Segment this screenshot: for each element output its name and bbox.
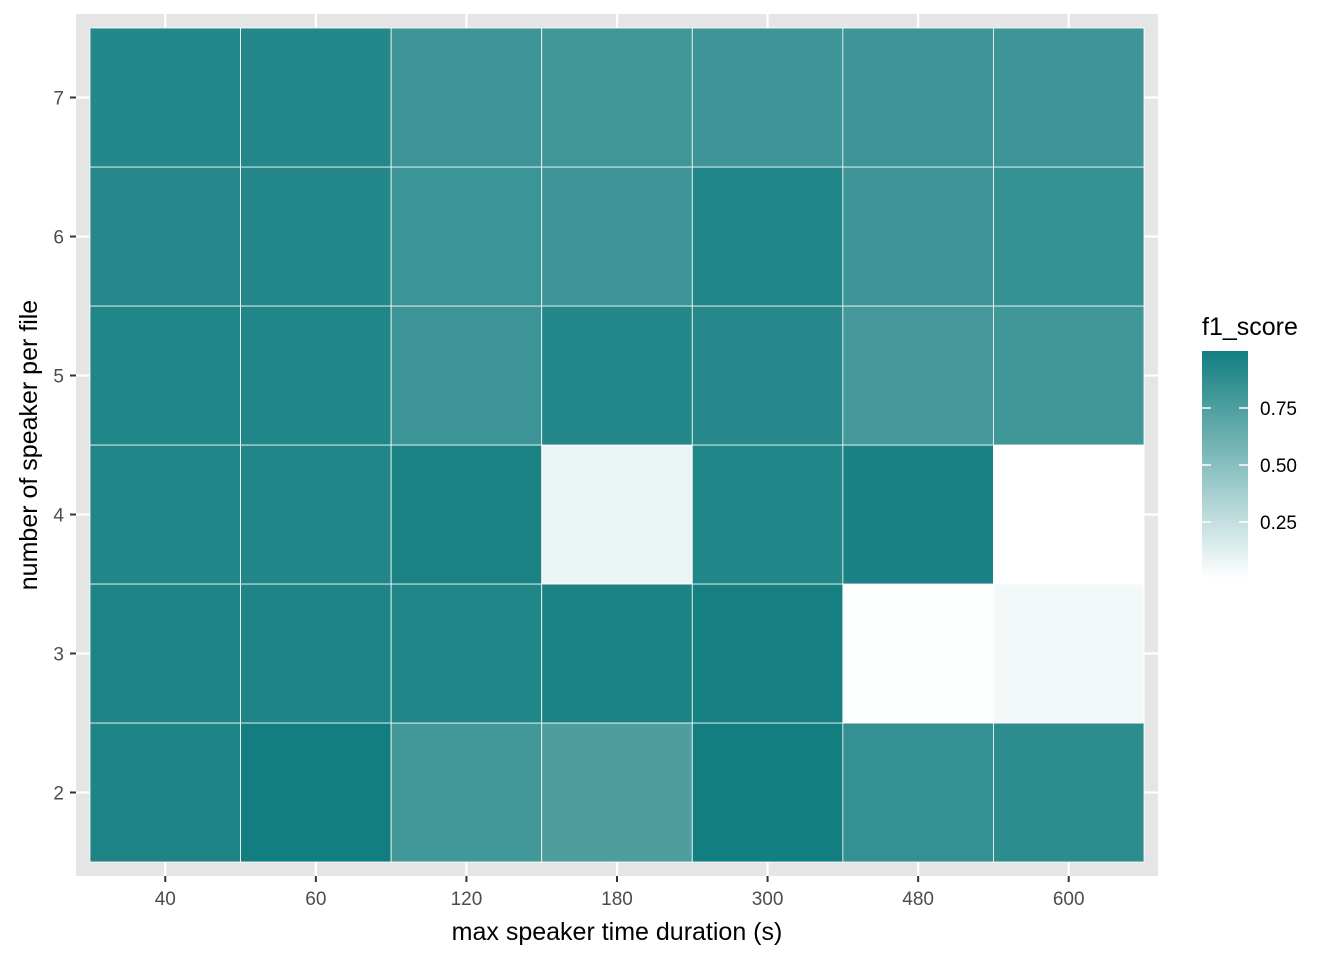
tile-x180-y2 (541, 722, 693, 863)
y-axis-ticks: 2 3 4 5 6 7 (53, 89, 76, 805)
tile-x40-y2 (89, 722, 241, 863)
legend-break-label-0: 0.25 (1260, 513, 1297, 534)
x-tick-label-40: 40 (155, 889, 176, 910)
tile-x600-y3 (993, 583, 1145, 724)
tile-x120-y5 (390, 305, 543, 446)
legend-title: f1_score (1202, 313, 1298, 341)
tile-x300-y2 (691, 722, 844, 863)
tile-x180-y3 (541, 583, 693, 724)
tile-x600-y4 (993, 444, 1145, 585)
tile-x120-y2 (390, 722, 543, 863)
tile-x600-y7 (993, 27, 1145, 168)
tile-x40-y5 (89, 305, 241, 446)
tile-x60-y7 (240, 27, 392, 168)
x-axis-title: max speaker time duration (s) (452, 918, 783, 946)
tile-x600-y5 (993, 305, 1145, 446)
y-tick-label-4: 4 (53, 506, 64, 527)
tile-x300-y7 (691, 27, 844, 168)
x-tick-label-600: 600 (1053, 889, 1085, 910)
heatmap-tiles (89, 27, 1145, 863)
tile-x300-y5 (691, 305, 844, 446)
tile-x180-y5 (541, 305, 693, 446)
tile-x300-y6 (691, 166, 844, 307)
tile-x120-y3 (390, 583, 543, 724)
tile-x40-y3 (89, 583, 241, 724)
tile-x60-y2 (240, 722, 392, 863)
tile-x600-y6 (993, 166, 1145, 307)
tile-x60-y6 (240, 166, 392, 307)
y-tick-label-6: 6 (53, 228, 64, 249)
y-axis-title: number of speaker per file (15, 300, 43, 590)
tile-x300-y3 (691, 583, 844, 724)
tile-x120-y6 (390, 166, 543, 307)
tile-x480-y7 (842, 27, 994, 168)
tile-x180-y4 (541, 444, 693, 585)
x-tick-label-60: 60 (305, 889, 326, 910)
tile-x180-y7 (541, 27, 693, 168)
legend-break-label-2: 0.75 (1260, 399, 1297, 420)
tile-x60-y5 (240, 305, 392, 446)
tile-x60-y3 (240, 583, 392, 724)
tile-x300-y4 (691, 444, 844, 585)
y-tick-label-7: 7 (53, 89, 64, 110)
x-tick-label-300: 300 (752, 889, 784, 910)
legend: f1_score 0.25 0.50 0.75 (1202, 313, 1298, 579)
tile-x480-y5 (842, 305, 994, 446)
tile-x480-y6 (842, 166, 994, 307)
x-tick-label-180: 180 (601, 889, 633, 910)
y-tick-label-3: 3 (53, 645, 64, 666)
x-axis-ticks: 40 60 120 180 300 480 600 (155, 876, 1085, 910)
tile-x180-y6 (541, 166, 693, 307)
x-tick-label-120: 120 (451, 889, 483, 910)
tile-x480-y4 (842, 444, 994, 585)
tile-x120-y7 (390, 27, 543, 168)
tile-x60-y4 (240, 444, 392, 585)
tile-x480-y2 (842, 722, 994, 863)
tile-x600-y2 (993, 722, 1145, 863)
tile-x40-y4 (89, 444, 241, 585)
tile-x40-y7 (89, 27, 241, 168)
tile-x120-y4 (390, 444, 543, 585)
y-tick-label-2: 2 (53, 784, 64, 805)
tile-x480-y3 (842, 583, 994, 724)
y-tick-label-5: 5 (53, 367, 64, 388)
x-tick-label-480: 480 (902, 889, 934, 910)
legend-break-label-1: 0.50 (1260, 456, 1297, 477)
tile-x40-y6 (89, 166, 241, 307)
legend-breaks: 0.25 0.50 0.75 (1202, 399, 1297, 534)
